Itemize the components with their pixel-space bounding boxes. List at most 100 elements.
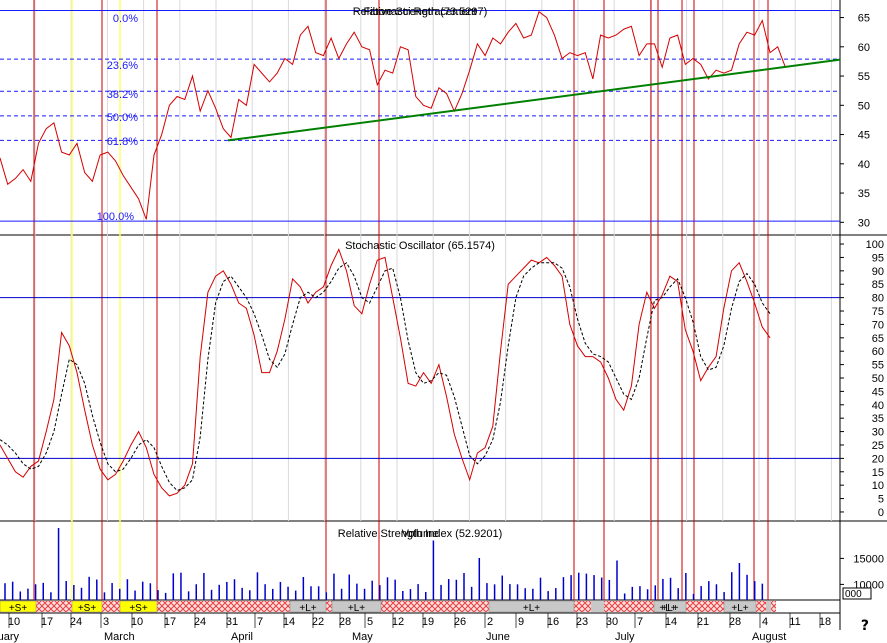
rs-title: Relative Strength (73.5297) bbox=[353, 6, 488, 18]
fib-label-236: 23.6% bbox=[107, 60, 138, 72]
y-tick-label: 30 bbox=[872, 427, 884, 439]
vertical-marker-lines bbox=[33, 0, 769, 600]
signal-label: +L+ bbox=[661, 603, 678, 614]
signal-segment bbox=[289, 600, 327, 613]
date-tick-label: 11 bbox=[789, 616, 800, 628]
fib-label-1000: 100.0% bbox=[97, 211, 135, 223]
y-tick-label: 95 bbox=[872, 252, 884, 264]
y-tick-label: 50 bbox=[872, 373, 884, 385]
date-tick-label: 31 bbox=[226, 616, 238, 628]
signal-segment bbox=[488, 600, 575, 613]
y-tick-label: 55 bbox=[858, 71, 870, 83]
date-tick-label: 19 bbox=[422, 616, 434, 628]
signal-label: +S+ bbox=[78, 603, 97, 614]
y-tick-label: 25 bbox=[872, 440, 884, 452]
date-tick-label: 23 bbox=[576, 616, 588, 628]
y-tick-label: 0 bbox=[878, 507, 884, 519]
signal-segment bbox=[331, 600, 382, 613]
month-label: April bbox=[231, 631, 253, 643]
date-tick-label: 10 bbox=[8, 616, 20, 628]
corner-value: 000 bbox=[845, 589, 862, 600]
date-tick-label: 14 bbox=[283, 616, 295, 628]
month-label: July bbox=[615, 631, 635, 643]
date-tick-label: 18 bbox=[819, 616, 831, 628]
relative-strength-line bbox=[0, 10, 786, 220]
date-tick-label: 22 bbox=[312, 616, 324, 628]
fib-title: Fibonacci Retracement bbox=[363, 6, 476, 18]
date-tick-label: 28 bbox=[339, 616, 351, 628]
y-tick-label: 5 bbox=[878, 494, 884, 506]
date-tick-label: 4 bbox=[762, 616, 768, 628]
signal-segment bbox=[591, 601, 604, 612]
date-tick-label: 14 bbox=[665, 616, 677, 628]
date-tick-label: 7 bbox=[637, 616, 643, 628]
y-tick-label: 70 bbox=[872, 319, 884, 331]
y-tick-label: 30 bbox=[858, 217, 870, 229]
month-label: August bbox=[752, 631, 786, 643]
signal-label: +L+ bbox=[731, 603, 748, 614]
signal-segment bbox=[119, 600, 158, 613]
y-tick-label: 35 bbox=[872, 413, 884, 425]
signal-label: +L+ bbox=[523, 603, 540, 614]
y-tick-label: 10 bbox=[872, 480, 884, 492]
y-tick-label: 60 bbox=[872, 346, 884, 358]
date-tick-label: 5 bbox=[367, 616, 373, 628]
date-tick-label: 28 bbox=[729, 616, 741, 628]
date-tick-label: 3 bbox=[103, 616, 109, 628]
date-tick-label: 2 bbox=[487, 616, 493, 628]
date-tick-label: 10 bbox=[131, 616, 143, 628]
signal-segment bbox=[653, 600, 687, 613]
y-tick-label: 50 bbox=[858, 100, 870, 112]
month-label: May bbox=[352, 631, 373, 643]
relative-strength-panel: 30 35 40 45 50 55 60 65 bbox=[0, 10, 870, 229]
month-label: ruary bbox=[0, 631, 20, 643]
signal-label: +S+ bbox=[9, 603, 28, 614]
y-tick-label: 85 bbox=[872, 279, 884, 291]
corner-value-box bbox=[842, 587, 872, 600]
y-tick-label: 80 bbox=[872, 293, 884, 305]
chart-background bbox=[0, 0, 887, 630]
signal-segment bbox=[723, 600, 757, 613]
date-tick-label: 17 bbox=[41, 616, 53, 628]
y-tick-label: 40 bbox=[872, 400, 884, 412]
rsi-title: Relative Strength Index (52.9201) bbox=[338, 528, 503, 540]
y-tick-label: 35 bbox=[858, 188, 870, 200]
signal-label: +L+ bbox=[299, 603, 316, 614]
fib-label-0: 0.0% bbox=[113, 13, 138, 25]
month-label: March bbox=[104, 631, 135, 643]
date-tick-label: 7 bbox=[257, 616, 263, 628]
date-tick-label: 30 bbox=[606, 616, 618, 628]
y-tick-label: 65 bbox=[858, 13, 870, 25]
month-label: June bbox=[486, 631, 510, 643]
date-axis: 10 17 24 3 10 17 24 31 7 14 22 28 5 12 19 26 2 9 16 23 30 7 14… bbox=[0, 613, 831, 643]
stochastic-k-line bbox=[0, 248, 771, 497]
signal-label: +S+ bbox=[129, 603, 148, 614]
signal-track bbox=[0, 601, 776, 612]
date-tick-label: 17 bbox=[164, 616, 176, 628]
signal-segment bbox=[0, 600, 37, 613]
signal-segment bbox=[71, 600, 103, 613]
fib-label-500: 50.0% bbox=[107, 112, 138, 124]
signal-label: +L+ bbox=[348, 603, 365, 614]
y-tick-label: 45 bbox=[872, 386, 884, 398]
date-tick-label: 24 bbox=[194, 616, 206, 628]
y-tick-label: 55 bbox=[872, 360, 884, 372]
y-tick-label: 90 bbox=[872, 266, 884, 278]
fib-label-618: 61.8% bbox=[107, 136, 138, 148]
y-tick-label: 40 bbox=[858, 159, 870, 171]
date-tick-label: 12 bbox=[392, 616, 404, 628]
help-icon[interactable]: ? bbox=[860, 618, 869, 634]
stochastic-d-line bbox=[0, 262, 771, 492]
date-tick-label: 24 bbox=[70, 616, 82, 628]
date-tick-label: 26 bbox=[454, 616, 466, 628]
stochastic-title: Stochastic Oscillator (65.1574) bbox=[345, 240, 495, 252]
y-tick-label: 45 bbox=[858, 130, 870, 142]
y-tick-label: 65 bbox=[872, 333, 884, 345]
y-tick-label: 75 bbox=[872, 306, 884, 318]
signal-label: +L+ bbox=[659, 603, 676, 614]
trend-line bbox=[227, 58, 841, 142]
y-tick-label: 100 bbox=[866, 239, 884, 251]
